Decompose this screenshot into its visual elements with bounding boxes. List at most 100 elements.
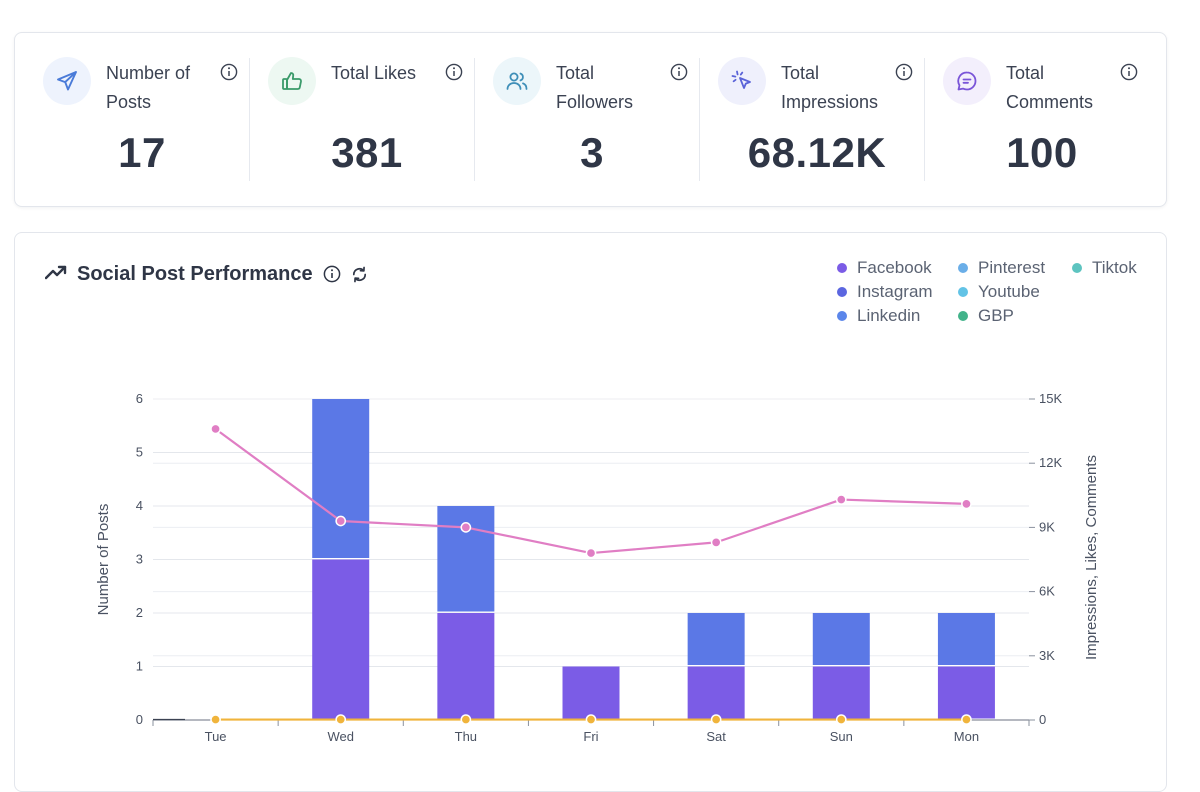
data-point: [585, 714, 597, 725]
x-tick-label: Mon: [954, 729, 979, 744]
stat-value: 100: [1006, 129, 1078, 176]
y-tick-label: 6: [136, 391, 143, 406]
stat-label: Total Comments: [1006, 63, 1094, 112]
bar-linkedin: [687, 613, 745, 665]
stat-value: 381: [331, 129, 403, 176]
data-point: [835, 494, 847, 505]
legend-label: Linkedin: [857, 306, 921, 325]
bar-facebook: [437, 613, 495, 719]
stat-total-followers: Total Followers 3: [465, 33, 689, 208]
y-tick-label: 0: [136, 712, 143, 727]
y2-tick-label: 15K: [1039, 391, 1062, 406]
data-point: [460, 714, 472, 725]
data-point: [710, 537, 722, 548]
info-icon[interactable]: [1120, 63, 1138, 81]
x-tick-label: Sat: [706, 729, 726, 744]
stat-label: Total Followers: [556, 63, 634, 112]
stat-label: Total Likes: [331, 63, 417, 83]
data-point: [460, 522, 472, 533]
info-icon[interactable]: [323, 265, 341, 283]
legend-label: Instagram: [857, 282, 933, 301]
chart-header: Social Post Performance: [44, 261, 369, 287]
data-point: [335, 714, 347, 725]
data-point: [335, 515, 347, 527]
info-icon[interactable]: [670, 63, 688, 81]
stat-divider: [474, 58, 475, 181]
info-icon[interactable]: [445, 63, 463, 81]
bar-linkedin: [812, 613, 870, 665]
stat-label: Number of Posts: [106, 63, 191, 112]
legend-item-linkedin[interactable]: Linkedin: [837, 306, 920, 326]
stats-card: Number of Posts 17 Total Likes 381 Total…: [14, 32, 1167, 207]
stat-value: 68.12K: [747, 129, 887, 176]
info-icon[interactable]: [220, 63, 238, 81]
y-tick-label: 5: [136, 445, 143, 460]
data-point: [710, 714, 722, 725]
y2-tick-label: 9K: [1039, 519, 1055, 534]
stat-total-comments: Total Comments 100: [915, 33, 1139, 208]
stat-value: 3: [580, 129, 604, 176]
legend-label: Pinterest: [978, 258, 1046, 277]
legend-item-instagram[interactable]: Instagram: [837, 282, 933, 302]
x-tick-label: Fri: [583, 729, 598, 744]
data-point: [961, 498, 972, 510]
bar-facebook: [562, 666, 620, 719]
stat-divider: [924, 58, 925, 181]
legend-label: GBP: [978, 306, 1014, 325]
bar-linkedin: [312, 399, 370, 558]
x-tick-label: Sun: [830, 729, 853, 744]
x-tick-label: Thu: [455, 729, 477, 744]
y-tick-label: 4: [136, 498, 143, 513]
bar-linkedin: [937, 613, 995, 665]
legend-item-tiktok[interactable]: Tiktok: [1072, 258, 1137, 278]
chart-title: Social Post Performance: [77, 262, 313, 285]
data-point: [835, 714, 847, 725]
x-tick-label: Tue: [205, 729, 227, 744]
legend-marker: [837, 263, 847, 273]
y2-tick-label: 0: [1039, 712, 1046, 727]
y2-tick-label: 3K: [1039, 648, 1055, 663]
legend-marker: [837, 311, 847, 321]
legend-marker: [958, 287, 968, 297]
stat-total-impressions: Total Impressions 68.12K: [690, 33, 914, 208]
refresh-icon[interactable]: [350, 265, 369, 284]
legend-item-youtube[interactable]: Youtube: [958, 282, 1040, 302]
stat-total-likes: Total Likes 381: [240, 33, 464, 208]
data-point: [210, 714, 221, 725]
legend-label: Youtube: [978, 282, 1040, 301]
data-point: [961, 714, 972, 725]
y-tick-label: 3: [136, 552, 143, 567]
legend-marker: [837, 287, 847, 297]
trending-up-icon: [44, 263, 69, 286]
bar-linkedin: [437, 506, 495, 612]
legend-marker: [1072, 263, 1082, 273]
legend-item-pinterest[interactable]: Pinterest: [958, 258, 1045, 278]
stat-value: 17: [118, 129, 166, 176]
bar-facebook: [312, 559, 370, 719]
legend-item-facebook[interactable]: Facebook: [837, 258, 932, 278]
legend-marker: [958, 263, 968, 273]
users-icon: [493, 57, 541, 105]
y-tick-label: 2: [136, 605, 143, 620]
legend-marker: [958, 311, 968, 321]
bar-facebook: [937, 666, 995, 719]
legend-item-gbp[interactable]: GBP: [958, 306, 1014, 326]
y2-tick-label: 12K: [1039, 455, 1062, 470]
data-point: [585, 547, 597, 559]
x-tick-label: Wed: [327, 729, 354, 744]
legend-label: Tiktok: [1092, 258, 1137, 277]
message-icon: [943, 57, 991, 105]
stat-divider: [699, 58, 700, 181]
data-point: [210, 423, 221, 435]
stat-number-of-posts: Number of Posts 17: [15, 33, 239, 208]
stat-divider: [249, 58, 250, 181]
bar-facebook: [687, 666, 745, 719]
y-axis-title: Number of Posts: [95, 504, 112, 616]
y-tick-label: 1: [136, 659, 143, 674]
bar-facebook: [812, 666, 870, 719]
send-icon: [43, 57, 91, 105]
pointer-click-icon: [718, 57, 766, 105]
thumbs-up-icon: [268, 57, 316, 105]
info-icon[interactable]: [895, 63, 913, 81]
